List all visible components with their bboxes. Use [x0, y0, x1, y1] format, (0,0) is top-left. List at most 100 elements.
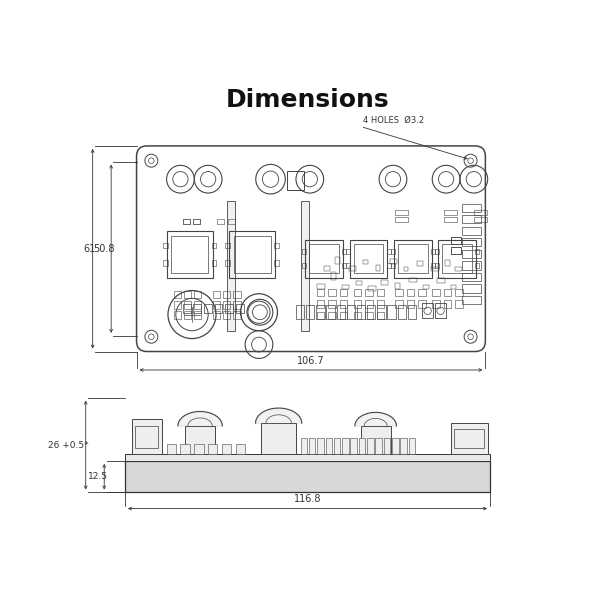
Bar: [163, 260, 167, 266]
Bar: [342, 249, 346, 254]
Bar: [451, 237, 461, 244]
Bar: [376, 438, 382, 454]
Bar: [354, 289, 361, 296]
Bar: [361, 426, 391, 454]
Bar: [208, 444, 217, 454]
Bar: [407, 300, 414, 308]
Bar: [474, 209, 487, 215]
Bar: [225, 304, 233, 313]
Bar: [236, 444, 245, 454]
Bar: [418, 289, 426, 296]
Bar: [451, 237, 461, 244]
Bar: [194, 311, 201, 319]
Bar: [309, 438, 316, 454]
FancyBboxPatch shape: [137, 146, 485, 352]
Bar: [223, 301, 230, 308]
Bar: [173, 301, 181, 308]
Bar: [462, 203, 481, 212]
Bar: [432, 289, 440, 296]
Bar: [183, 219, 190, 224]
Bar: [445, 260, 450, 266]
Bar: [354, 244, 383, 274]
Bar: [418, 300, 426, 308]
Bar: [328, 300, 335, 308]
Bar: [376, 265, 380, 271]
Bar: [229, 232, 275, 278]
Bar: [225, 260, 230, 266]
Bar: [382, 280, 388, 284]
Bar: [407, 289, 414, 296]
Bar: [422, 304, 433, 318]
Bar: [213, 291, 220, 298]
Bar: [451, 284, 456, 289]
Bar: [444, 289, 451, 296]
Bar: [287, 172, 304, 190]
Bar: [340, 300, 347, 308]
Bar: [342, 263, 346, 268]
Bar: [181, 444, 190, 454]
Bar: [388, 305, 396, 319]
Bar: [317, 438, 323, 454]
Bar: [435, 263, 439, 268]
Bar: [296, 305, 304, 319]
Bar: [438, 240, 476, 278]
Bar: [455, 289, 463, 296]
Bar: [331, 272, 336, 280]
Bar: [377, 300, 384, 308]
Text: 4 HOLES  Ø3.2: 4 HOLES Ø3.2: [363, 116, 424, 125]
Bar: [340, 312, 347, 319]
Bar: [408, 305, 416, 319]
Text: 50.8: 50.8: [93, 244, 115, 254]
Bar: [301, 202, 309, 331]
Bar: [317, 300, 324, 308]
Bar: [132, 419, 162, 454]
Bar: [212, 243, 217, 248]
Bar: [432, 300, 440, 308]
Bar: [475, 249, 479, 254]
Bar: [274, 243, 279, 248]
Bar: [350, 240, 388, 278]
Bar: [301, 438, 307, 454]
Bar: [462, 238, 481, 247]
Bar: [317, 312, 324, 319]
Bar: [451, 423, 488, 454]
Bar: [392, 438, 398, 454]
Bar: [193, 219, 200, 224]
Bar: [404, 267, 408, 271]
Bar: [377, 289, 384, 296]
Bar: [323, 266, 330, 271]
Bar: [125, 454, 490, 461]
Text: Dimensions: Dimensions: [226, 88, 389, 112]
Bar: [334, 438, 340, 454]
Bar: [395, 217, 408, 222]
Bar: [444, 209, 457, 215]
Bar: [213, 301, 220, 308]
Bar: [173, 291, 181, 298]
Bar: [398, 305, 406, 319]
Bar: [437, 278, 445, 283]
Bar: [183, 304, 191, 313]
Bar: [167, 232, 213, 278]
Bar: [377, 305, 386, 319]
Bar: [326, 438, 332, 454]
Bar: [346, 263, 350, 268]
Bar: [305, 240, 343, 278]
Bar: [444, 300, 451, 308]
Text: 61: 61: [83, 244, 96, 254]
Bar: [125, 461, 490, 493]
Bar: [474, 217, 487, 222]
Bar: [386, 249, 391, 254]
Bar: [173, 311, 181, 319]
Bar: [462, 261, 481, 269]
Bar: [212, 260, 217, 266]
Bar: [274, 260, 279, 266]
Bar: [215, 304, 223, 313]
Bar: [367, 305, 376, 319]
Bar: [409, 438, 415, 454]
Bar: [342, 284, 349, 289]
Bar: [391, 263, 395, 268]
Bar: [400, 438, 407, 454]
Bar: [462, 227, 481, 235]
Bar: [451, 247, 461, 254]
Bar: [328, 312, 335, 319]
